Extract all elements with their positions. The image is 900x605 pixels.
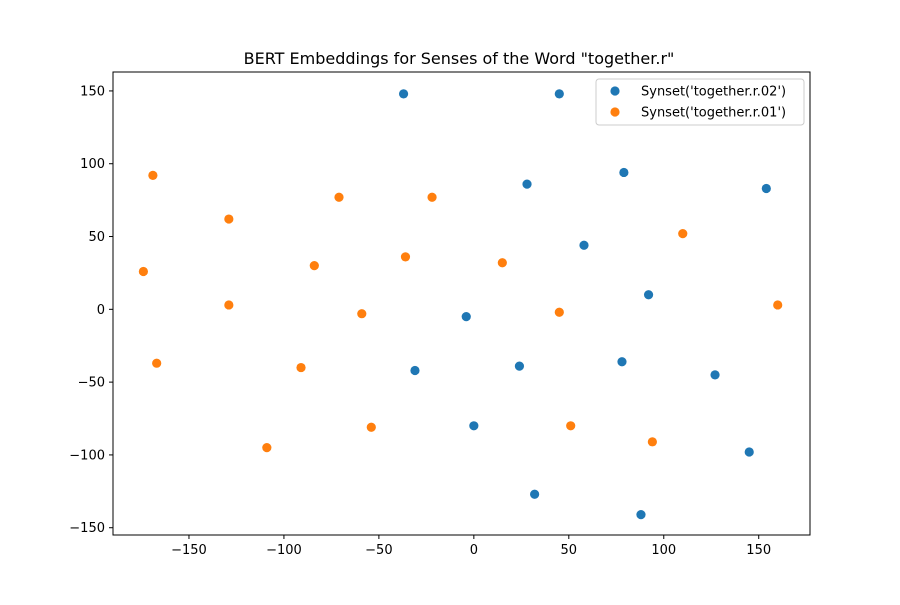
x-tick-label: 50 [561,543,578,558]
data-point [334,192,344,202]
y-tick-label: −100 [69,448,105,463]
y-tick-label: 50 [88,230,105,245]
data-point [554,89,564,99]
data-point [400,252,411,262]
legend-label: Synset('together.r.02') [641,85,786,100]
data-point [579,240,589,250]
x-tick-label: 150 [746,543,771,558]
data-point [744,447,754,457]
data-point [566,421,576,431]
data-point [410,365,420,376]
plot-frame [112,71,811,536]
data-point [152,358,162,368]
data-point [224,214,234,224]
series-2 [138,170,783,453]
data-points [138,89,783,520]
data-point [554,307,564,317]
data-point [497,258,507,268]
x-tick-label: 100 [651,543,676,558]
data-point [398,89,409,99]
data-point [357,309,367,319]
legend: Synset('together.r.02') Synset('together.… [595,78,805,126]
data-point [262,443,272,453]
data-point [530,489,540,499]
legend-box [595,78,805,126]
y-tick-label: 150 [80,84,105,99]
data-point [224,300,234,310]
y-tick-label: 0 [97,303,105,318]
data-point [617,357,627,367]
y-tick-label: 100 [80,157,105,172]
x-tick-label: −150 [171,543,207,558]
x-tick-label: 0 [470,543,478,558]
data-point [366,422,376,432]
chart-title: BERT Embeddings for Senses of the Word "… [244,49,675,68]
x-tick-label: −100 [266,543,302,558]
data-point [296,362,306,373]
legend-marker [610,86,620,96]
data-point [678,229,688,239]
data-point [514,361,525,371]
y-tick-label: −50 [78,376,105,391]
x-axis: −150 −100 −50 0 50 100 150 [171,535,771,558]
data-point [138,266,148,277]
x-tick-label: −50 [365,543,392,558]
data-point [309,261,319,271]
legend-label: Synset('together.r.01') [641,106,786,121]
data-point [461,312,471,322]
data-point [710,370,720,380]
legend-marker [610,107,620,117]
data-point [427,192,437,202]
data-point [761,183,771,194]
data-point [619,167,629,178]
series-1 [398,89,771,520]
data-point [469,421,479,431]
data-point [643,290,654,300]
y-tick-label: −150 [69,521,105,536]
data-point [148,170,158,180]
data-point [522,179,532,189]
data-point [636,510,646,520]
data-point [773,300,783,310]
y-axis: −150 −100 −50 0 50 100 150 [69,84,113,536]
data-point [647,437,657,447]
